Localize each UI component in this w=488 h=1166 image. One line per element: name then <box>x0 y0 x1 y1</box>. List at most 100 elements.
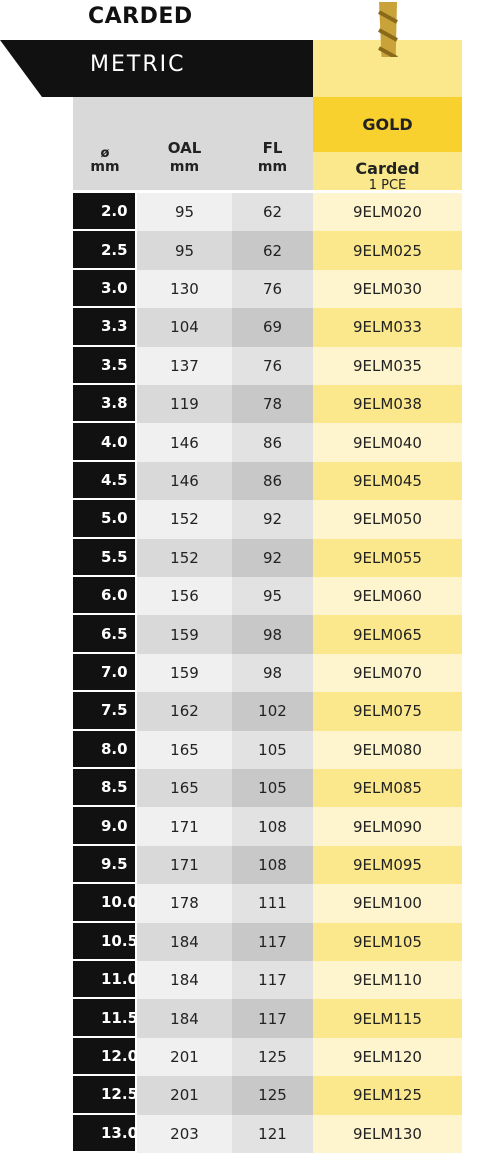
dimension-cell: 104 <box>137 308 232 346</box>
product-code: 9ELM120 <box>313 1038 462 1076</box>
product-code: 9ELM075 <box>313 692 462 730</box>
dimension-cell: 156 <box>137 577 232 615</box>
diameter-cell: 5.0 <box>73 500 135 536</box>
product-code: 9ELM033 <box>313 308 462 346</box>
dimension-cell: 125 <box>232 1038 313 1076</box>
dimension-cell: 108 <box>232 807 313 845</box>
gold-label: GOLD <box>313 116 462 133</box>
dimension-cell: 171 <box>137 846 232 884</box>
dimension-cell: 203 <box>137 1115 232 1153</box>
product-code: 9ELM095 <box>313 846 462 884</box>
product-code: 9ELM025 <box>313 231 462 269</box>
diameter-cell: 11.5 <box>73 999 135 1035</box>
dimension-cell: 171 <box>137 807 232 845</box>
pack-qty: 1 PCE <box>313 178 462 193</box>
dimension-cell: 62 <box>232 193 313 231</box>
product-code: 9ELM030 <box>313 270 462 308</box>
dimension-cell: 121 <box>232 1115 313 1153</box>
dimension-cell: 98 <box>232 615 313 653</box>
product-code: 9ELM065 <box>313 615 462 653</box>
product-code: 9ELM090 <box>313 807 462 845</box>
product-code: 9ELM045 <box>313 462 462 500</box>
page: CARDED METRIC GOLD Carded 1 PCE ømmOALmm… <box>0 0 488 1166</box>
diameter-cell: 7.5 <box>73 692 135 728</box>
diameter-cell: 3.0 <box>73 270 135 306</box>
dimension-cell: 76 <box>232 347 313 385</box>
dimension-cell: 184 <box>137 961 232 999</box>
dimension-cell: 165 <box>137 769 232 807</box>
diameter-cell: 9.0 <box>73 807 135 843</box>
product-code: 9ELM055 <box>313 539 462 577</box>
dimension-cell: 159 <box>137 615 232 653</box>
diameter-cell: 4.5 <box>73 462 135 498</box>
column-unit: mm <box>73 159 137 176</box>
product-code: 9ELM085 <box>313 769 462 807</box>
dimension-cell: 78 <box>232 385 313 423</box>
product-code: 9ELM105 <box>313 923 462 961</box>
dimension-cell: 92 <box>232 539 313 577</box>
dimension-cell: 69 <box>232 308 313 346</box>
diameter-cell: 6.0 <box>73 577 135 613</box>
dimension-cell: 201 <box>137 1038 232 1076</box>
dimension-cell: 119 <box>137 385 232 423</box>
dimension-cell: 130 <box>137 270 232 308</box>
product-code: 9ELM035 <box>313 347 462 385</box>
diameter-cell: 7.0 <box>73 654 135 690</box>
product-code: 9ELM100 <box>313 884 462 922</box>
diameter-cell: 2.0 <box>73 193 135 229</box>
diameter-cell: 5.5 <box>73 539 135 575</box>
diameter-cell: 8.0 <box>73 731 135 767</box>
product-code: 9ELM070 <box>313 654 462 692</box>
dimension-cell: 152 <box>137 500 232 538</box>
product-code: 9ELM060 <box>313 577 462 615</box>
dimension-cell: 102 <box>232 692 313 730</box>
dimension-cell: 117 <box>232 961 313 999</box>
dimension-cell: 165 <box>137 731 232 769</box>
dimension-cell: 146 <box>137 462 232 500</box>
dimension-cell: 86 <box>232 423 313 461</box>
dimension-cell: 111 <box>232 884 313 922</box>
diameter-cell: 12.5 <box>73 1076 135 1112</box>
dimension-cell: 184 <box>137 923 232 961</box>
dimension-cell: 117 <box>232 999 313 1037</box>
dimension-cell: 95 <box>232 577 313 615</box>
dimension-cell: 95 <box>137 193 232 231</box>
dimension-cell: 137 <box>137 347 232 385</box>
diameter-cell: 12.0 <box>73 1038 135 1074</box>
dimension-cell: 105 <box>232 769 313 807</box>
dimension-cell: 201 <box>137 1076 232 1114</box>
product-code: 9ELM040 <box>313 423 462 461</box>
diameter-cell: 10.0 <box>73 884 135 920</box>
dimension-cell: 125 <box>232 1076 313 1114</box>
pack-label: Carded <box>313 160 462 177</box>
diameter-cell: 9.5 <box>73 846 135 882</box>
dimension-cell: 98 <box>232 654 313 692</box>
section-title: CARDED <box>88 4 193 29</box>
diameter-cell: 10.5 <box>73 923 135 959</box>
product-code: 9ELM020 <box>313 193 462 231</box>
product-code: 9ELM110 <box>313 961 462 999</box>
column-name: FL <box>232 140 313 157</box>
column-unit: mm <box>137 159 232 176</box>
product-code: 9ELM038 <box>313 385 462 423</box>
diameter-cell: 6.5 <box>73 615 135 651</box>
dimension-cell: 86 <box>232 462 313 500</box>
diameter-cell: 4.0 <box>73 423 135 459</box>
dimension-cell: 117 <box>232 923 313 961</box>
diameter-cell: 3.5 <box>73 347 135 383</box>
dimension-cell: 146 <box>137 423 232 461</box>
dimension-cell: 184 <box>137 999 232 1037</box>
product-code: 9ELM115 <box>313 999 462 1037</box>
drill-bit-icon <box>313 0 462 57</box>
column-unit: mm <box>232 159 313 176</box>
dimension-cell: 178 <box>137 884 232 922</box>
product-code: 9ELM125 <box>313 1076 462 1114</box>
diameter-cell: 2.5 <box>73 231 135 267</box>
column-name: OAL <box>137 140 232 157</box>
dimension-cell: 162 <box>137 692 232 730</box>
diameter-cell: 3.8 <box>73 385 135 421</box>
product-code: 9ELM050 <box>313 500 462 538</box>
banner-label: METRIC <box>90 52 185 77</box>
diameter-cell: 13.0 <box>73 1115 135 1151</box>
diameter-cell: 3.3 <box>73 308 135 344</box>
